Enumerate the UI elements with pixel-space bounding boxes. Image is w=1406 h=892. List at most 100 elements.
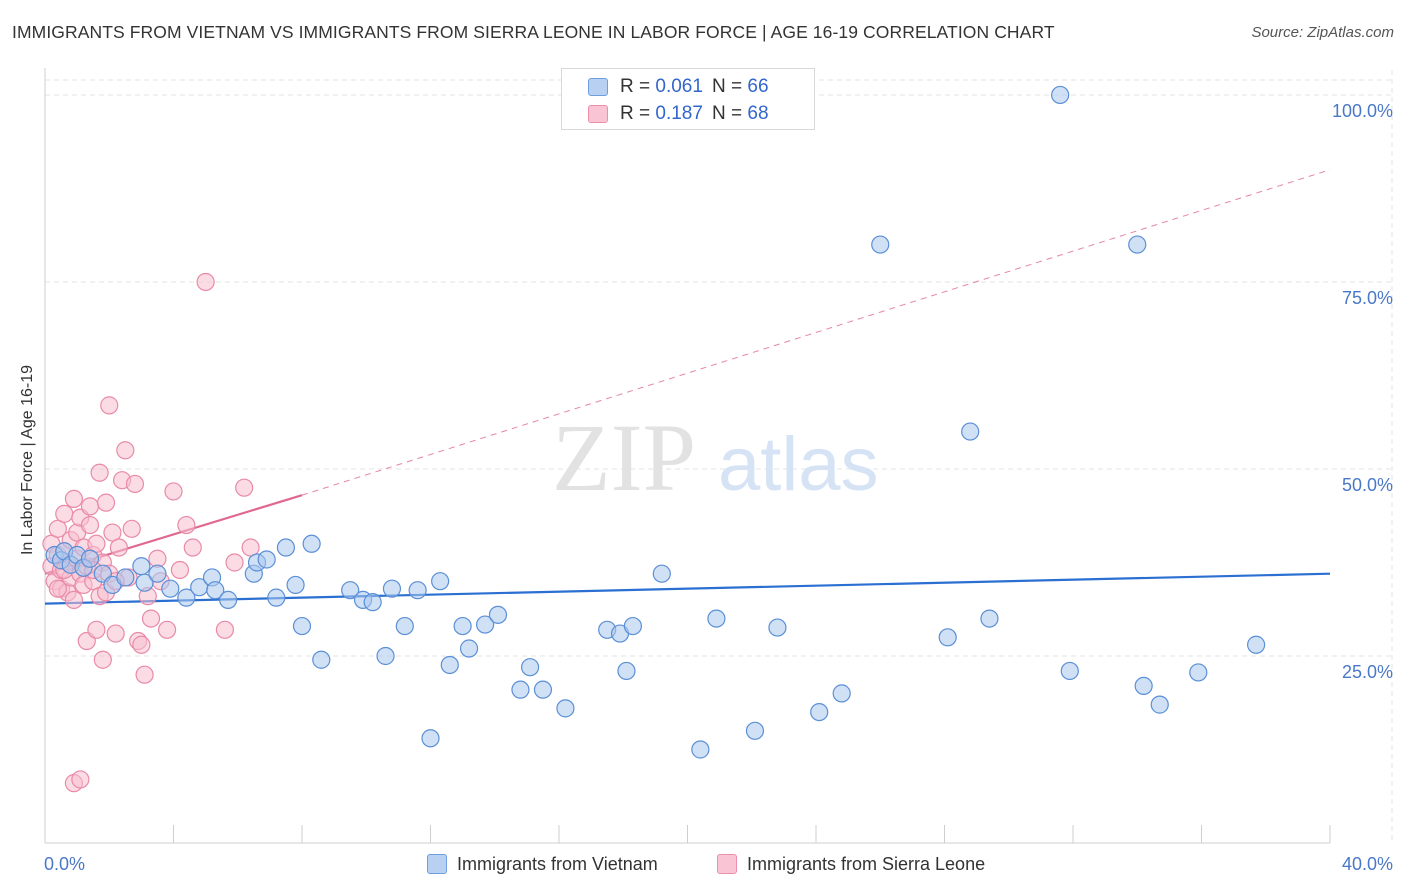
trend-lines [44,169,1331,605]
point-vietnam [302,534,321,553]
point-vietnam [116,568,135,587]
point-vietnam [459,639,479,658]
legend-swatch-vietnam [588,78,608,96]
point-vietnam [768,618,787,637]
legend-row-sierra-leone: R = 0.187 N = 68 [588,102,769,126]
point-vietnam [707,609,726,628]
point-vietnam [257,550,276,569]
point-sierra-leone [215,620,234,639]
y-axis-label: In Labor Force | Age 16-19 [19,364,36,556]
point-vietnam [132,557,151,576]
axes [44,68,1331,844]
y-tick-label: 50.0% [1342,475,1393,495]
point-vietnam [267,588,286,607]
point-vietnam [135,573,154,592]
point-sierra-leone [106,624,125,643]
point-vietnam [453,616,472,636]
point-vietnam [219,590,238,609]
point-vietnam [177,588,196,607]
point-vietnam [312,650,331,669]
bottom-legend-swatch-sierra-leone [717,854,737,874]
point-sierra-leone [90,463,109,482]
point-vietnam [148,564,167,583]
grid-lines [45,70,1393,843]
point-sierra-leone [48,519,67,538]
point-vietnam [810,702,829,722]
point-vietnam [511,680,530,699]
point-sierra-leone [64,590,84,609]
legend-n-value-vietnam: 66 [747,76,769,97]
point-vietnam [533,680,553,699]
point-sierra-leone [225,553,244,572]
point-vietnam [431,572,450,591]
legend-swatch-sierra-leone [588,105,608,123]
trend-line-sierra-leone-extension [301,169,1331,496]
point-sierra-leone [64,489,84,509]
point-vietnam [476,615,495,634]
point-sierra-leone [135,665,154,684]
point-sierra-leone [196,272,215,292]
point-sierra-leone [132,635,151,654]
tick-labels: 25.0% 50.0% 75.0% 100.0% 0.0% 40.0% [44,101,1393,874]
point-sierra-leone [177,515,196,535]
point-vietnam [938,628,957,647]
legend-r-value-sierra-leone: 0.187 [655,103,703,124]
point-vietnam [1189,663,1208,682]
point-vietnam [961,422,980,441]
legend-r-label: R = [620,103,651,124]
point-sierra-leone [164,482,183,501]
point-sierra-leone [87,534,106,553]
point-vietnam [520,658,540,677]
legend-r-label: R = [620,76,651,97]
point-sierra-leone [109,538,128,557]
point-vietnam [745,721,765,740]
point-sierra-leone [103,523,122,542]
point-vietnam [408,581,427,600]
x-tick-label-min: 0.0% [44,854,85,874]
point-vietnam [488,605,508,624]
bottom-legend-label-sierra-leone: Immigrants from Sierra Leone [747,853,986,874]
point-vietnam [292,616,312,636]
point-vietnam [395,616,414,636]
point-vietnam [421,729,440,748]
point-sierra-leone [170,560,190,580]
point-sierra-leone [157,620,177,639]
bottom-legend-label-vietnam: Immigrants from Vietnam [457,853,658,874]
point-vietnam [440,655,459,675]
point-sierra-leone [141,609,161,628]
point-sierra-leone [122,519,141,538]
point-vietnam [617,661,636,681]
watermark-atlas: atlas [718,422,879,507]
point-vietnam [1247,635,1266,654]
point-vietnam [341,581,360,600]
point-vietnam [206,581,225,600]
point-vietnam [1060,661,1079,681]
legend-n-label: N = [712,76,743,97]
source-label: Source: ZipAtlas.com [1251,24,1394,41]
watermark-zip: ZIP [552,404,696,511]
point-sierra-leone [96,493,116,512]
point-sierra-leone [241,538,260,557]
point-vietnam [376,646,395,666]
point-vietnam [980,609,999,628]
point-vietnam [1150,695,1169,714]
point-sierra-leone [80,497,100,516]
point-vietnam [276,538,296,557]
y-tick-label: 100.0% [1332,101,1393,121]
point-vietnam [286,575,305,595]
point-vietnam [1134,676,1153,696]
correlation-legend: R = 0.061 N = 66 R = 0.187 N = 68 [561,68,815,130]
chart-title: IMMIGRANTS FROM VIETNAM VS IMMIGRANTS FR… [12,22,1055,42]
point-vietnam [871,235,890,254]
point-sierra-leone [116,441,135,460]
y-tick-label: 25.0% [1342,662,1393,682]
legend-n-value-sierra-leone: 68 [747,103,769,124]
bottom-legend-swatch-vietnam [427,854,447,874]
point-sierra-leone [80,515,100,535]
point-vietnam [556,699,575,718]
point-vietnam [623,616,642,636]
point-vietnam [1051,85,1070,105]
data-points [42,85,1266,793]
y-tick-label: 75.0% [1342,288,1393,308]
